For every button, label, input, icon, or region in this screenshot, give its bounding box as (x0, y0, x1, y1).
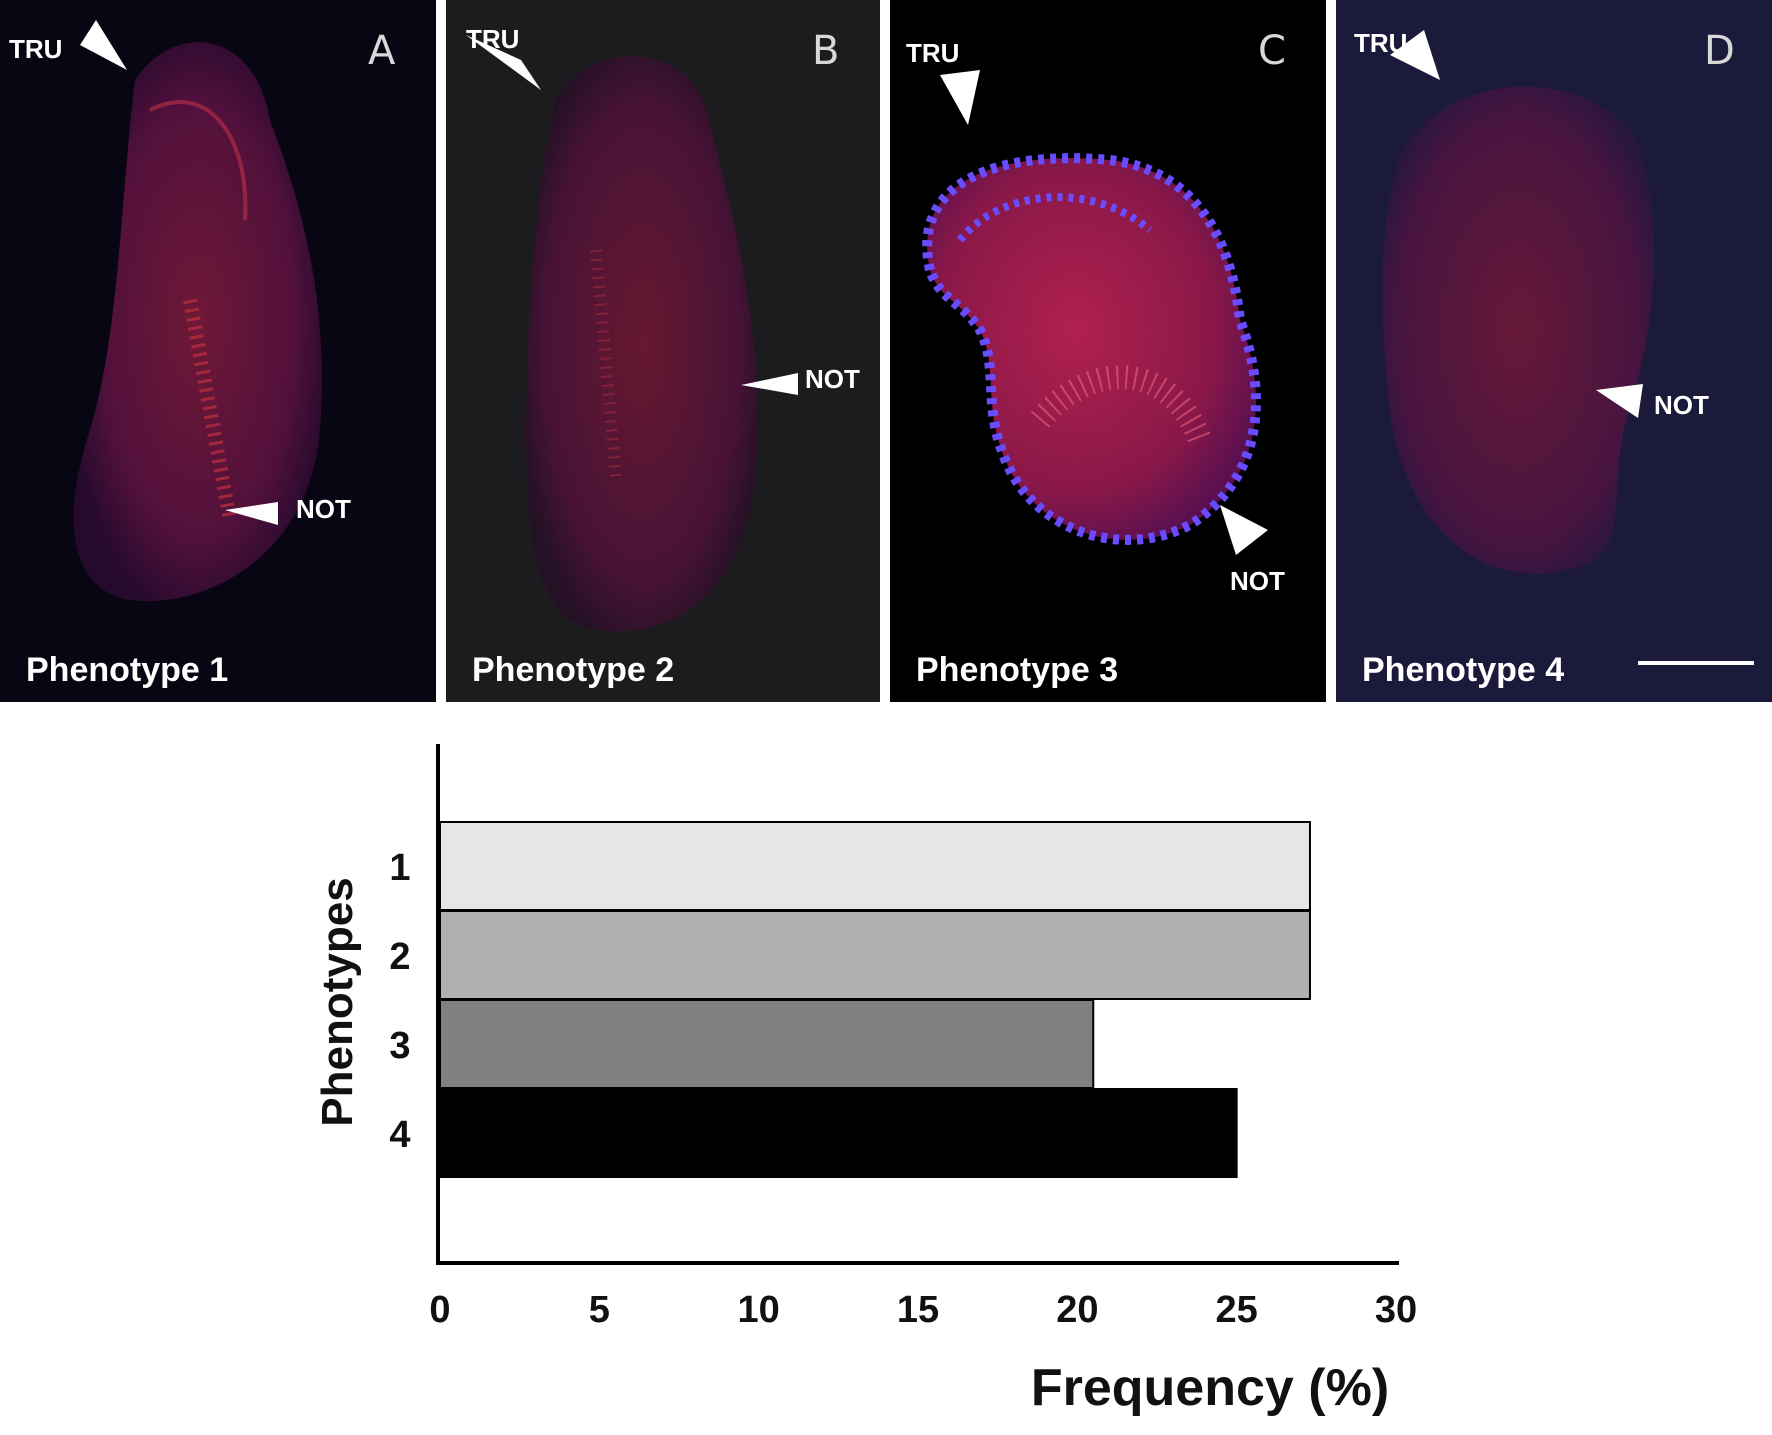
y-category-labels: 1 2 3 4 (389, 847, 410, 1156)
embryo-image-d (1336, 0, 1772, 702)
bar-phenotype-1 (439, 821, 1311, 911)
panel-caption: Phenotype 1 (26, 651, 229, 689)
micrograph-panel-b: B TRU NOT Phenotype 2 (446, 0, 880, 702)
not-label: NOT (296, 494, 351, 524)
bars-group (439, 821, 1311, 1178)
panel-letter: D (1704, 28, 1735, 74)
tru-arrowhead (80, 20, 127, 70)
panel-caption: Phenotype 2 (472, 651, 675, 689)
micrograph-panel-d: D TRU NOT Phenotype 4 (1336, 0, 1772, 702)
embryo-image-a (0, 0, 436, 702)
not-arrowhead (1596, 384, 1643, 418)
x-tick-label: 5 (589, 1289, 610, 1331)
tru-arrowhead (940, 70, 980, 125)
not-arrowhead (741, 373, 798, 395)
y-axis-title: Phenotypes (313, 877, 362, 1126)
y-category-label: 1 (389, 847, 410, 889)
tru-arrowhead (1390, 30, 1440, 80)
tru-label: TRU (906, 38, 960, 68)
panel-caption: Phenotype 3 (916, 651, 1119, 689)
not-arrowhead (1220, 505, 1268, 555)
tru-arrowhead (466, 35, 541, 90)
panel-letter: B (812, 28, 840, 74)
not-label: NOT (805, 364, 860, 394)
x-tick-label: 15 (897, 1289, 939, 1331)
tru-label: TRU (466, 24, 520, 54)
x-tick-label: 0 (429, 1289, 450, 1331)
embryo-image-b (446, 0, 880, 702)
bar-phenotype-4 (439, 1088, 1238, 1178)
x-tick-label: 25 (1216, 1289, 1258, 1331)
y-category-label: 4 (389, 1114, 410, 1156)
bar-phenotype-2 (439, 910, 1311, 1000)
tru-label: TRU (9, 34, 63, 64)
not-label: NOT (1230, 566, 1285, 596)
embryo-image-c (890, 0, 1326, 702)
micrograph-panel-c: C TRU NOT Phenotype 3 (890, 0, 1326, 702)
bar-phenotype-3 (439, 999, 1095, 1089)
x-tick-label: 20 (1056, 1289, 1098, 1331)
x-axis-title: Frequency (%) (1031, 1359, 1389, 1417)
micrograph-panel-a: A TRU NOT Phenotype 1 (0, 0, 436, 702)
not-label: NOT (1654, 390, 1709, 420)
x-tick-label: 30 (1375, 1289, 1417, 1331)
panel-letter: C (1258, 28, 1286, 74)
panel-letter: A (368, 28, 396, 74)
x-tick-label: 10 (738, 1289, 780, 1331)
panel-caption: Phenotype 4 (1362, 651, 1565, 689)
scale-bar (1638, 661, 1754, 665)
frequency-bar-chart: 0 5 10 15 20 25 30 1 2 3 4 Phenotypes Frequency (… (313, 744, 1417, 1417)
not-arrowhead (225, 502, 278, 525)
x-tick-labels: 0 5 10 15 20 25 30 (429, 1289, 1417, 1331)
y-category-label: 2 (389, 936, 410, 978)
tru-label: TRU (1354, 28, 1408, 58)
y-category-label: 3 (389, 1025, 410, 1067)
